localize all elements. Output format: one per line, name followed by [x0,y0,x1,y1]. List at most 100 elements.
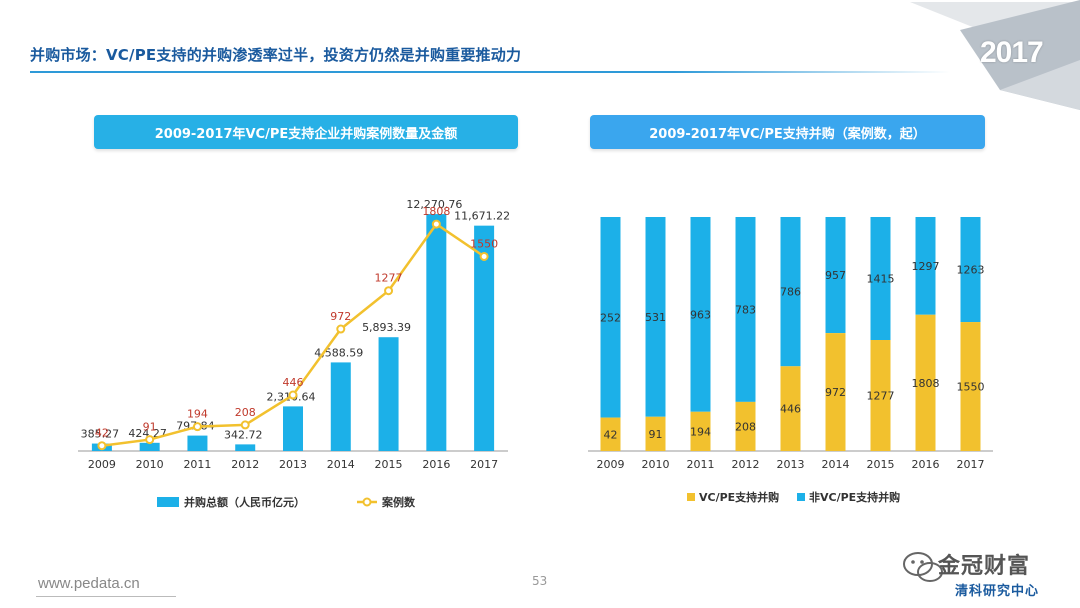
wechat-watermark-icon [903,552,943,582]
vcpe-label-2014: 972 [825,386,846,399]
case-count-label-2015: 1277 [375,272,403,285]
non-vcpe-label-2010: 531 [645,311,666,324]
watermark-text: 金冠财富 [938,554,1031,579]
right-legend: VC/PE支持并购 非VC/PE支持并购 [687,490,900,504]
right-x-tick-2010: 2010 [642,458,670,471]
amount-bar-2014 [330,362,351,451]
non-vcpe-label-2011: 963 [690,308,711,321]
left-x-tick-2012: 2012 [231,458,259,471]
case-count-label-2017: 1550 [470,237,498,250]
left-chart: 385.272009424.272010797.842011342.722012… [78,198,510,509]
amount-label-2012: 342.72 [224,428,263,441]
non-vcpe-bar-2011 [690,217,711,412]
non-vcpe-label-2016: 1297 [912,260,940,273]
legend-label-non-vcpe: 非VC/PE支持并购 [809,490,900,504]
legend-label-cases: 案例数 [381,495,416,509]
non-vcpe-label-2017: 1263 [957,264,985,277]
vcpe-label-2012: 208 [735,420,756,433]
vcpe-bar-2009 [600,417,621,451]
vcpe-label-2011: 194 [690,425,711,438]
left-x-tick-2017: 2017 [470,458,498,471]
non-vcpe-label-2013: 786 [780,286,801,299]
vcpe-label-2017: 1550 [957,381,985,394]
right-x-tick-2015: 2015 [867,458,895,471]
non-vcpe-label-2015: 1415 [867,272,895,285]
left-x-tick-2011: 2011 [183,458,211,471]
case-count-point-2009 [97,441,107,451]
amount-bar-2015 [378,337,399,451]
amount-label-2015: 5,893.39 [362,321,411,334]
case-count-point-2012 [240,420,250,430]
non-vcpe-bar-2012 [735,217,756,402]
case-count-label-2010: 91 [143,421,157,434]
case-count-label-2014: 972 [330,310,351,323]
left-x-tick-2014: 2014 [327,458,355,471]
right-x-tick-2009: 2009 [597,458,625,471]
vcpe-bar-2017 [960,322,981,451]
amount-bar-2012 [235,444,256,451]
left-chart-title: 2009-2017年VC/PE支持企业并购案例数量及金额 [94,115,518,149]
case-count-label-2009: 42 [95,427,109,440]
left-x-tick-2009: 2009 [88,458,116,471]
case-count-point-2011 [192,422,202,432]
legend-marker-cases [362,497,372,507]
amount-bar-2017 [474,225,495,451]
vcpe-bar-2016 [915,314,936,451]
right-chart: 252 42 2009 531 91 2010 963 194 2011 783 208 2012 78… [588,217,993,504]
non-vcpe-bar-2010 [645,217,666,417]
vcpe-bar-2015 [870,339,891,451]
vcpe-label-2010: 91 [649,428,663,441]
case-count-label-2012: 208 [235,406,256,419]
case-count-point-2015 [384,286,394,296]
amount-bar-2016 [426,214,447,451]
left-x-tick-2016: 2016 [422,458,450,471]
case-count-label-2011: 194 [187,408,208,421]
right-x-tick-2017: 2017 [957,458,985,471]
page-number: 53 [532,574,548,588]
non-vcpe-label-2012: 783 [735,303,756,316]
vcpe-bar-2010 [645,416,666,451]
vcpe-label-2015: 1277 [867,389,895,402]
case-count-label-2016: 1808 [422,205,450,218]
vcpe-bar-2011 [690,411,711,451]
page-title: 并购市场：VC/PE支持的并购渗透率过半，投资方仍然是并购重要推动力 [30,46,522,64]
legend-label-amount: 并购总额（人民币亿元） [184,495,305,509]
left-x-tick-2010: 2010 [136,458,164,471]
year-badge: 2017 [980,36,1044,69]
right-x-tick-2011: 2011 [687,458,715,471]
footer-url[interactable]: www.pedata.cn [38,575,140,592]
case-count-point-2014 [336,324,346,334]
non-vcpe-bar-2009 [600,217,621,418]
case-count-point-2017 [479,251,489,261]
vcpe-bar-2014 [825,333,846,451]
amount-label-2017: 11,671.22 [454,210,510,223]
title-divider [30,71,950,73]
corner-decoration [910,0,1080,110]
non-vcpe-bar-2016 [915,217,936,315]
right-x-tick-2014: 2014 [822,458,850,471]
vcpe-label-2016: 1808 [912,377,940,390]
amount-label-2016: 12,270.76 [406,198,462,211]
right-x-tick-2016: 2016 [912,458,940,471]
footer-divider [36,596,176,597]
legend-swatch-non-vcpe [797,493,805,501]
left-legend: 并购总额（人民币亿元） 案例数 [157,495,416,509]
non-vcpe-label-2014: 957 [825,269,846,282]
amount-label-2009: 385.27 [81,428,120,441]
case-count-point-2010 [145,435,155,445]
amount-bar-2011 [187,435,208,451]
vcpe-label-2013: 446 [780,403,801,416]
vcpe-bar-2012 [735,401,756,451]
legend-swatch-amount [157,497,179,507]
non-vcpe-bar-2013 [780,217,801,367]
right-x-tick-2013: 2013 [777,458,805,471]
right-x-tick-2012: 2012 [732,458,760,471]
vcpe-bar-2013 [780,366,801,451]
amount-bar-2013 [283,406,303,451]
legend-swatch-vcpe [687,493,695,501]
legend-label-vcpe: VC/PE支持并购 [699,490,779,504]
case-count-label-2013: 446 [283,376,304,389]
vcpe-label-2009: 42 [604,428,618,441]
right-chart-title: 2009-2017年VC/PE支持并购（案例数，起） [590,115,985,149]
